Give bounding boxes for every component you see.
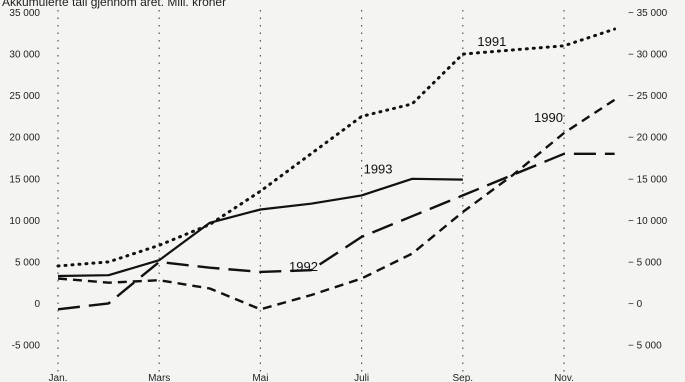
y-tick-label-right: − 30 000 bbox=[628, 50, 668, 61]
y-tick-label-left: -5 000 bbox=[12, 341, 41, 352]
series-line-1992 bbox=[57, 98, 616, 311]
series-line-1990 bbox=[57, 152, 615, 311]
y-tick-label-left: 10 000 bbox=[9, 216, 40, 227]
y-tick-label-left: 20 000 bbox=[9, 133, 40, 144]
y-tick-label-right: − 5 000 bbox=[628, 341, 662, 352]
y-tick-label-left: 5 000 bbox=[15, 257, 40, 268]
y-tick-label-left: 0 bbox=[34, 299, 40, 310]
series-label-1992: 1992 bbox=[289, 259, 318, 274]
y-tick-label-right: − 15 000 bbox=[628, 174, 668, 185]
series-label-1990: 1990 bbox=[534, 110, 563, 125]
y-tick-label-right: − 10 000 bbox=[628, 216, 668, 227]
x-tick-label: Nov. bbox=[554, 373, 574, 382]
y-tick-label-right: − 35 000 bbox=[628, 8, 668, 19]
grid-layer bbox=[57, 10, 565, 372]
y-tick-label-left: 35 000 bbox=[9, 8, 40, 19]
x-tick-label: Mars bbox=[148, 373, 170, 382]
y-tick-label-right: − 5 000 bbox=[628, 257, 662, 268]
y-tick-label-right: − 25 000 bbox=[628, 91, 668, 102]
series-label-1991: 1991 bbox=[477, 34, 506, 49]
series-line-1993 bbox=[57, 177, 463, 278]
series-label-1993: 1993 bbox=[364, 161, 393, 176]
x-tick-label: Jan. bbox=[49, 373, 68, 382]
y-tick-label-right: − 20 000 bbox=[628, 133, 668, 144]
series-line-1991 bbox=[56, 27, 617, 268]
y-tick-label-left: 15 000 bbox=[9, 174, 40, 185]
series-layer bbox=[56, 27, 617, 311]
x-tick-label: Sep. bbox=[453, 373, 474, 382]
y-tick-label-left: 25 000 bbox=[9, 91, 40, 102]
x-tick-label: Juli bbox=[354, 373, 369, 382]
chart-title: Akkumulerte tall gjennom året. Mill. kro… bbox=[2, 0, 226, 9]
tick-layer: Jan. Mars Mai Juli Sep. Nov. -5 000 − 5 000 0 − 0… bbox=[9, 8, 667, 382]
y-tick-label-left: 30 000 bbox=[9, 50, 40, 61]
y-tick-label-right: − 0 bbox=[628, 299, 643, 310]
x-tick-label: Mai bbox=[252, 373, 268, 382]
label-layer: 1990 1991 1992 1993 bbox=[289, 34, 563, 274]
